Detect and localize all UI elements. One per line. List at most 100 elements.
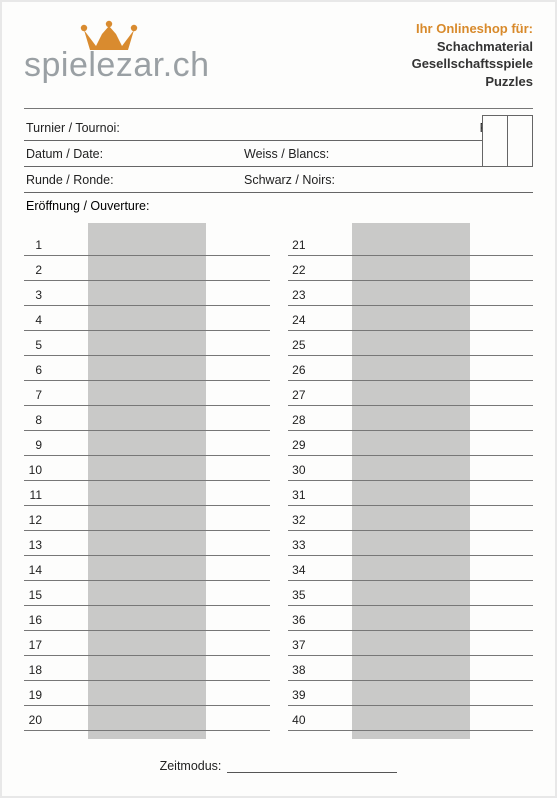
row-tournament: Turnier / Tournoi: Resultat: [24, 115, 533, 141]
move-number: 16 [24, 613, 50, 630]
move-row[interactable]: 39 [288, 681, 534, 706]
move-number: 7 [24, 388, 50, 405]
move-number: 30 [288, 463, 314, 480]
move-number: 33 [288, 538, 314, 555]
move-row[interactable]: 38 [288, 656, 534, 681]
move-row[interactable]: 14 [24, 556, 270, 581]
move-number: 6 [24, 363, 50, 380]
move-number: 14 [24, 563, 50, 580]
move-row[interactable]: 31 [288, 481, 534, 506]
result-box-white[interactable] [482, 115, 508, 167]
move-row[interactable]: 7 [24, 381, 270, 406]
move-number: 36 [288, 613, 314, 630]
move-row[interactable]: 22 [288, 256, 534, 281]
label-date: Datum / Date: [24, 147, 244, 161]
move-row[interactable]: 3 [24, 281, 270, 306]
move-row[interactable]: 2 [24, 256, 270, 281]
row-round-black: Runde / Ronde: Schwarz / Noirs: [24, 167, 533, 193]
row-opening: Eröffnung / Ouverture: [24, 193, 533, 219]
move-number: 20 [24, 713, 50, 730]
move-row[interactable]: 1 [24, 231, 270, 256]
move-number: 39 [288, 688, 314, 705]
move-row[interactable]: 29 [288, 431, 534, 456]
move-number: 35 [288, 588, 314, 605]
move-row[interactable]: 30 [288, 456, 534, 481]
move-row[interactable]: 24 [288, 306, 534, 331]
move-row[interactable]: 6 [24, 356, 270, 381]
label-black: Schwarz / Noirs: [244, 173, 481, 187]
move-number: 3 [24, 288, 50, 305]
move-number: 2 [24, 263, 50, 280]
move-row[interactable]: 10 [24, 456, 270, 481]
move-number: 21 [288, 238, 314, 255]
move-row[interactable]: 20 [24, 706, 270, 731]
result-box-black[interactable] [507, 115, 533, 167]
result-boxes [483, 141, 533, 167]
label-round: Runde / Ronde: [24, 173, 244, 187]
move-row[interactable]: 26 [288, 356, 534, 381]
move-row[interactable]: 13 [24, 531, 270, 556]
move-row[interactable]: 16 [24, 606, 270, 631]
move-number: 37 [288, 638, 314, 655]
move-number: 15 [24, 588, 50, 605]
move-number: 31 [288, 488, 314, 505]
move-row[interactable]: 35 [288, 581, 534, 606]
move-number: 29 [288, 438, 314, 455]
move-row[interactable]: 9 [24, 431, 270, 456]
tagline-cat-1: Gesellschaftsspiele [412, 55, 533, 73]
move-row[interactable]: 40 [288, 706, 534, 731]
timemode-line[interactable] [227, 759, 397, 773]
move-row[interactable]: 36 [288, 606, 534, 631]
footer: Zeitmodus: [24, 759, 533, 773]
move-row[interactable]: 17 [24, 631, 270, 656]
row-date-white: Datum / Date: Weiss / Blancs: [24, 141, 533, 167]
moves-area: 1234567891011121314151617181920 21222324… [24, 231, 533, 731]
tagline-cat-2: Puzzles [412, 73, 533, 91]
move-row[interactable]: 25 [288, 331, 534, 356]
move-number: 12 [24, 513, 50, 530]
move-number: 32 [288, 513, 314, 530]
move-row[interactable]: 33 [288, 531, 534, 556]
move-row[interactable]: 23 [288, 281, 534, 306]
move-row[interactable]: 37 [288, 631, 534, 656]
move-number: 34 [288, 563, 314, 580]
move-number: 28 [288, 413, 314, 430]
tagline-cat-0: Schachmaterial [412, 38, 533, 56]
moves-col-right: 2122232425262728293031323334353637383940 [288, 231, 534, 731]
moves-col-left: 1234567891011121314151617181920 [24, 231, 270, 731]
logo: spielezar.ch [24, 20, 210, 85]
move-number: 13 [24, 538, 50, 555]
brand-name: spielezar.ch [24, 46, 210, 85]
header-divider [24, 108, 533, 109]
move-number: 26 [288, 363, 314, 380]
header: spielezar.ch Ihr Onlineshop für: Schachm… [24, 20, 533, 90]
move-number: 23 [288, 288, 314, 305]
move-row[interactable]: 8 [24, 406, 270, 431]
move-number: 4 [24, 313, 50, 330]
move-number: 8 [24, 413, 50, 430]
move-row[interactable]: 32 [288, 506, 534, 531]
move-row[interactable]: 27 [288, 381, 534, 406]
label-timemode: Zeitmodus: [160, 759, 222, 773]
move-number: 24 [288, 313, 314, 330]
move-row[interactable]: 21 [288, 231, 534, 256]
move-number: 25 [288, 338, 314, 355]
move-number: 22 [288, 263, 314, 280]
scoresheet: spielezar.ch Ihr Onlineshop für: Schachm… [2, 2, 555, 796]
move-row[interactable]: 5 [24, 331, 270, 356]
move-row[interactable]: 18 [24, 656, 270, 681]
move-row[interactable]: 11 [24, 481, 270, 506]
move-number: 11 [24, 488, 50, 505]
move-number: 19 [24, 688, 50, 705]
move-number: 5 [24, 338, 50, 355]
meta-block: Turnier / Tournoi: Resultat: Datum / Dat… [24, 115, 533, 219]
move-row[interactable]: 19 [24, 681, 270, 706]
move-number: 9 [24, 438, 50, 455]
move-number: 1 [24, 238, 50, 255]
move-row[interactable]: 28 [288, 406, 534, 431]
move-row[interactable]: 15 [24, 581, 270, 606]
move-row[interactable]: 34 [288, 556, 534, 581]
move-row[interactable]: 4 [24, 306, 270, 331]
move-number: 10 [24, 463, 50, 480]
move-row[interactable]: 12 [24, 506, 270, 531]
